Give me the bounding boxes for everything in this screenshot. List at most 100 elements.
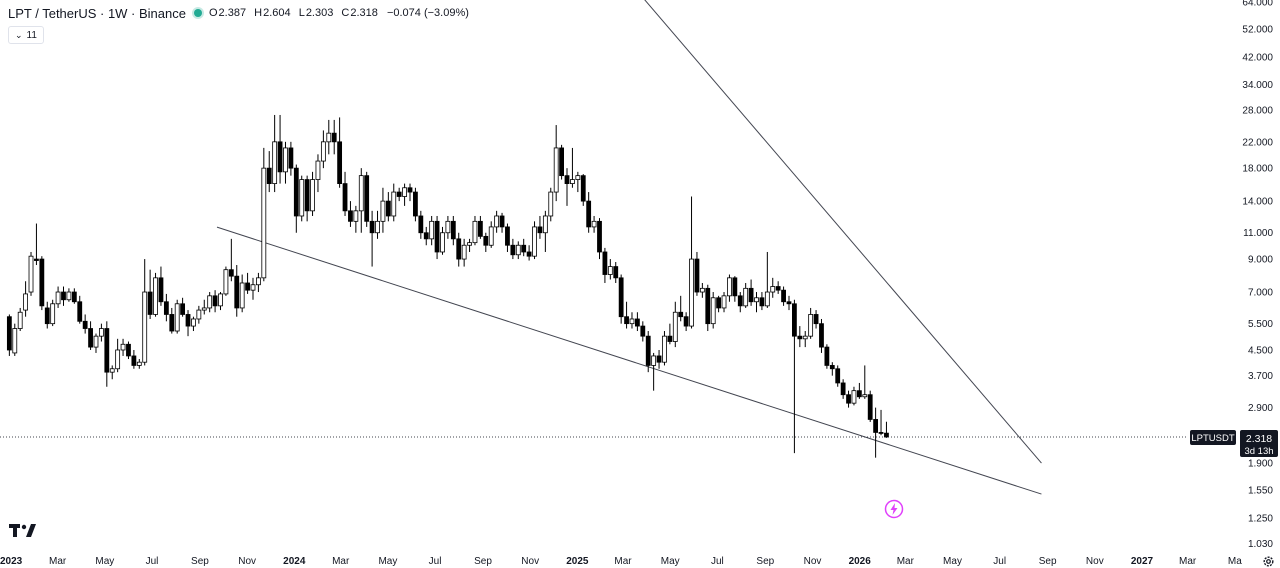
candle-body	[483, 235, 489, 246]
indicators-toggle-button[interactable]: ⌄ 11	[8, 26, 44, 44]
candle-body	[358, 175, 364, 212]
candle	[109, 365, 115, 380]
candle-body	[396, 191, 402, 197]
month-tick-label: May	[95, 556, 114, 567]
candle	[391, 183, 397, 222]
candle	[6, 314, 12, 356]
candle	[856, 382, 862, 399]
candle-body	[288, 147, 294, 169]
candle	[266, 151, 272, 193]
candle-body	[813, 314, 819, 325]
candle	[66, 288, 72, 302]
candle-body	[407, 187, 413, 193]
candle	[55, 286, 61, 308]
symbol-title[interactable]: LPT / TetherUS · 1W · Binance	[8, 5, 186, 21]
trendlines[interactable]	[216, 0, 1042, 495]
candle	[61, 286, 66, 306]
year-tick-label: 2023	[0, 556, 23, 567]
candle	[656, 349, 662, 369]
candle	[369, 210, 375, 267]
candle-body	[467, 242, 472, 246]
time-axis[interactable]: 2023 Mar May Jul Sep Nov 2024 Mar May Jul Sep Nov 20…	[0, 556, 1242, 567]
candle-body	[445, 220, 451, 234]
candle	[147, 269, 153, 319]
candle-body	[450, 220, 456, 240]
trendline-lower[interactable]	[216, 226, 1042, 495]
candle	[131, 349, 137, 369]
candle	[553, 125, 559, 202]
candle	[434, 215, 440, 260]
candle	[667, 323, 673, 345]
candle-body	[39, 258, 45, 307]
candle	[423, 226, 429, 246]
candle-body	[819, 323, 824, 348]
candle-body	[66, 291, 72, 301]
candle	[624, 301, 629, 329]
candle	[169, 307, 175, 334]
candle-body	[477, 220, 483, 237]
candle	[456, 232, 462, 267]
candle-body	[510, 244, 516, 256]
candle-body	[629, 318, 635, 325]
candle	[716, 295, 722, 313]
candle-body	[862, 394, 868, 398]
candle	[364, 171, 370, 227]
gear-icon[interactable]	[1262, 555, 1275, 568]
candle	[477, 215, 483, 239]
candle	[727, 274, 732, 302]
candle-body	[82, 320, 88, 329]
candle	[467, 238, 472, 252]
candle-body	[212, 295, 218, 307]
candle	[743, 282, 749, 308]
candle-body	[732, 277, 738, 297]
price-tick-label: 9.000	[1248, 255, 1273, 266]
candle-body	[256, 277, 261, 286]
candle	[17, 307, 23, 332]
month-tick-label: Nov	[521, 556, 539, 567]
candle	[645, 331, 651, 373]
candle-body	[342, 183, 348, 212]
year-tick-label: 2027	[1131, 556, 1154, 567]
candle-body	[634, 318, 640, 327]
tradingview-logo-icon[interactable]	[9, 523, 37, 538]
candle	[196, 305, 202, 324]
price-tick-label: 11.000	[1243, 228, 1273, 239]
price-tick-label: 3.700	[1248, 371, 1273, 382]
candle	[223, 266, 229, 296]
candle-body	[542, 215, 548, 234]
symbol-label: LPTUSDT	[1191, 433, 1234, 444]
price-tick-label: 4.500	[1248, 345, 1273, 356]
month-tick-label: May	[378, 556, 397, 567]
candle	[559, 144, 564, 180]
candle	[488, 221, 494, 248]
candle-body	[856, 390, 862, 398]
candle	[342, 171, 348, 216]
candle-body	[326, 132, 332, 143]
candle-body	[250, 284, 256, 291]
price-axis[interactable]: 64.000 52.000 42.000 34.000 28.000 22.000 18.0…	[1242, 0, 1273, 550]
candle	[602, 247, 608, 283]
lightning-bolt-icon[interactable]	[884, 499, 904, 519]
candle	[586, 192, 592, 233]
candle	[283, 141, 288, 184]
candle-body	[218, 293, 223, 307]
candle	[542, 210, 548, 252]
candle-body	[586, 200, 592, 228]
trendline-upper[interactable]	[455, 0, 1042, 464]
candle	[429, 215, 435, 246]
candle-body	[28, 255, 34, 293]
candle-body	[261, 167, 267, 279]
candle-body	[781, 289, 786, 303]
candle-body	[104, 328, 110, 373]
candle-body	[266, 167, 272, 184]
candle	[23, 281, 29, 317]
candle	[808, 307, 814, 339]
candle-body	[607, 266, 613, 275]
candle-body	[797, 335, 803, 340]
month-tick-label: Nov	[1086, 556, 1104, 567]
candle-body	[651, 355, 657, 366]
candle-body	[846, 394, 851, 404]
candle-body	[163, 301, 169, 315]
candle	[597, 218, 602, 260]
